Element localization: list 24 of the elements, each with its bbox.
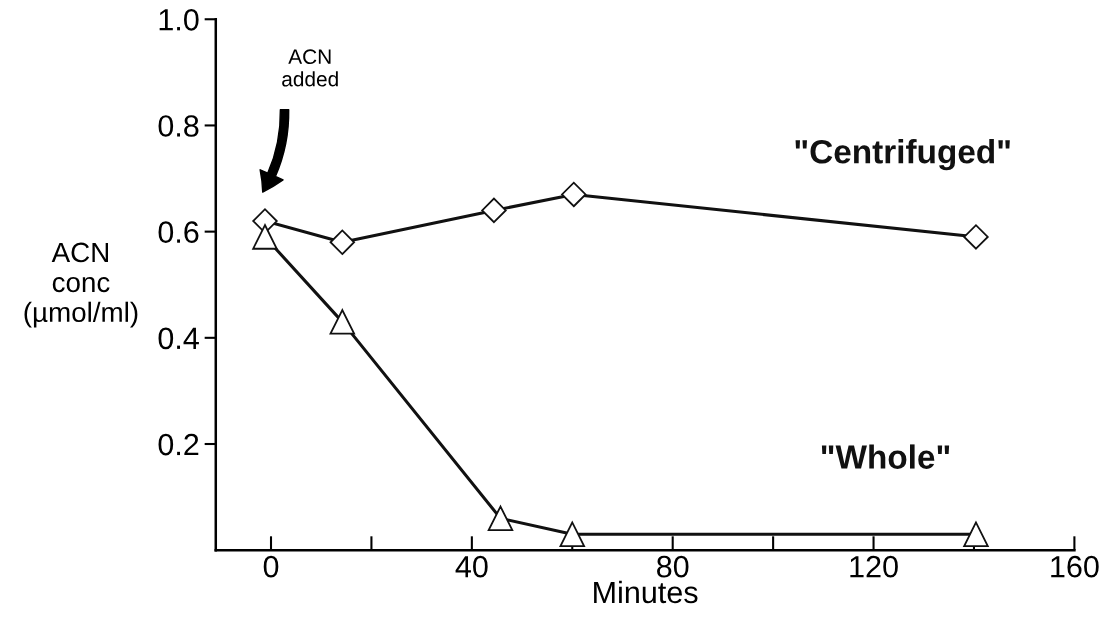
point (559, 521, 585, 547)
y-tick-label: 0.4 (158, 327, 199, 350)
x-tick-label: 160 (1051, 555, 1099, 578)
point (481, 197, 507, 224)
y-tick-label: 0.2 (158, 433, 199, 456)
series-label: "Whole" (821, 444, 950, 469)
point (487, 505, 514, 532)
y-tick-label: 0.6 (158, 221, 199, 244)
point (963, 521, 989, 547)
annotation: ACN added (282, 49, 338, 87)
point (252, 224, 278, 250)
point (329, 229, 355, 255)
y-axis-title: ACN conc (µmol/ml) (24, 242, 138, 328)
x-tick-label: 120 (850, 555, 898, 578)
y-tick-label: 0.8 (158, 115, 199, 137)
x-axis-title: Minutes (594, 580, 698, 604)
point (329, 309, 356, 335)
series-label: "Centrifuged" (795, 139, 1010, 171)
y-tick-label: 1.0 (159, 9, 199, 31)
x-tick-label: 0 (263, 555, 279, 578)
point (963, 224, 989, 250)
x-tick-label: 40 (455, 555, 488, 578)
point (561, 181, 587, 208)
x-tick-label: 80 (657, 555, 689, 578)
